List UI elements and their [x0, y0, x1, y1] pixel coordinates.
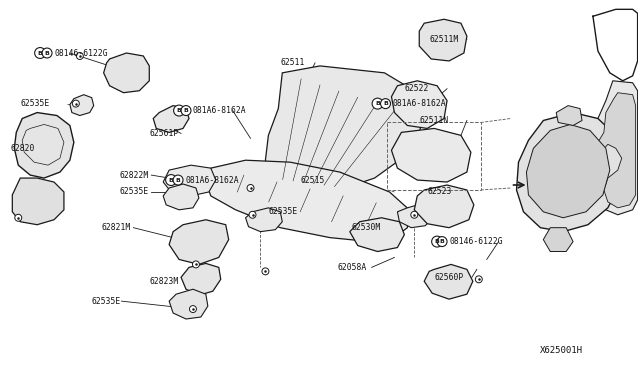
Text: 62530M: 62530M [352, 223, 381, 232]
Polygon shape [246, 208, 282, 232]
Circle shape [72, 100, 79, 107]
Circle shape [372, 98, 383, 109]
Circle shape [181, 106, 191, 116]
Text: 62511M: 62511M [429, 35, 458, 44]
Text: B: B [375, 101, 380, 106]
Text: 62058A: 62058A [338, 263, 367, 272]
Text: 62823M: 62823M [149, 277, 179, 286]
Text: B: B [45, 51, 49, 55]
Text: 62515: 62515 [300, 176, 324, 185]
Polygon shape [70, 95, 93, 116]
Text: B: B [175, 177, 180, 183]
Circle shape [437, 237, 447, 247]
Circle shape [411, 211, 418, 218]
Text: X625001H: X625001H [540, 346, 583, 355]
Text: B: B [177, 108, 182, 113]
Text: 081A6-8162A: 081A6-8162A [392, 99, 446, 108]
Circle shape [262, 268, 269, 275]
Circle shape [173, 175, 183, 185]
Text: 08146-6122G: 08146-6122G [449, 237, 502, 246]
Circle shape [173, 105, 184, 116]
Polygon shape [169, 289, 208, 319]
Text: 62523: 62523 [427, 187, 452, 196]
Circle shape [15, 214, 22, 221]
Circle shape [247, 185, 254, 192]
Circle shape [35, 48, 45, 58]
Text: 081A6-8162A: 081A6-8162A [185, 176, 239, 185]
Text: 62511N: 62511N [419, 116, 449, 125]
Text: 081A6-8162A: 081A6-8162A [193, 106, 246, 115]
Polygon shape [163, 184, 199, 210]
Polygon shape [153, 106, 189, 132]
Text: 62535E: 62535E [120, 187, 148, 196]
Circle shape [249, 211, 256, 218]
Polygon shape [181, 263, 221, 295]
Circle shape [76, 52, 83, 60]
Polygon shape [424, 264, 473, 299]
Text: 62821M: 62821M [102, 223, 131, 232]
Circle shape [42, 48, 52, 58]
Polygon shape [350, 218, 404, 251]
Polygon shape [543, 228, 573, 251]
Polygon shape [566, 81, 637, 215]
Polygon shape [392, 128, 471, 182]
Text: B: B [435, 239, 440, 244]
Circle shape [476, 276, 483, 283]
Polygon shape [266, 66, 424, 192]
Circle shape [166, 174, 177, 186]
Text: 62511: 62511 [280, 58, 305, 67]
Text: B: B [440, 239, 445, 244]
Text: 62535E: 62535E [268, 207, 298, 216]
Text: 62535E: 62535E [20, 99, 49, 108]
Text: 08146-6122G: 08146-6122G [54, 48, 108, 58]
Polygon shape [392, 81, 447, 128]
Polygon shape [556, 106, 582, 125]
Polygon shape [414, 185, 474, 228]
Circle shape [381, 99, 390, 109]
Polygon shape [576, 93, 636, 208]
Text: 62522: 62522 [404, 84, 429, 93]
Polygon shape [516, 113, 623, 232]
Polygon shape [12, 178, 64, 225]
Polygon shape [206, 160, 410, 241]
Text: B: B [169, 177, 173, 183]
Text: B: B [184, 108, 188, 113]
Polygon shape [163, 165, 216, 196]
Polygon shape [169, 220, 228, 264]
Text: 62822M: 62822M [120, 171, 148, 180]
Polygon shape [527, 125, 610, 218]
Polygon shape [104, 53, 149, 93]
Polygon shape [397, 204, 433, 228]
Polygon shape [419, 19, 467, 61]
Text: 62820: 62820 [10, 144, 35, 153]
Text: 62560P: 62560P [434, 273, 463, 282]
Circle shape [431, 236, 443, 247]
Circle shape [193, 261, 200, 268]
Text: B: B [383, 101, 388, 106]
Text: 62535E: 62535E [92, 296, 121, 306]
Circle shape [189, 306, 196, 312]
Text: 62561P: 62561P [149, 129, 179, 138]
Polygon shape [14, 113, 74, 178]
Text: B: B [38, 51, 42, 55]
